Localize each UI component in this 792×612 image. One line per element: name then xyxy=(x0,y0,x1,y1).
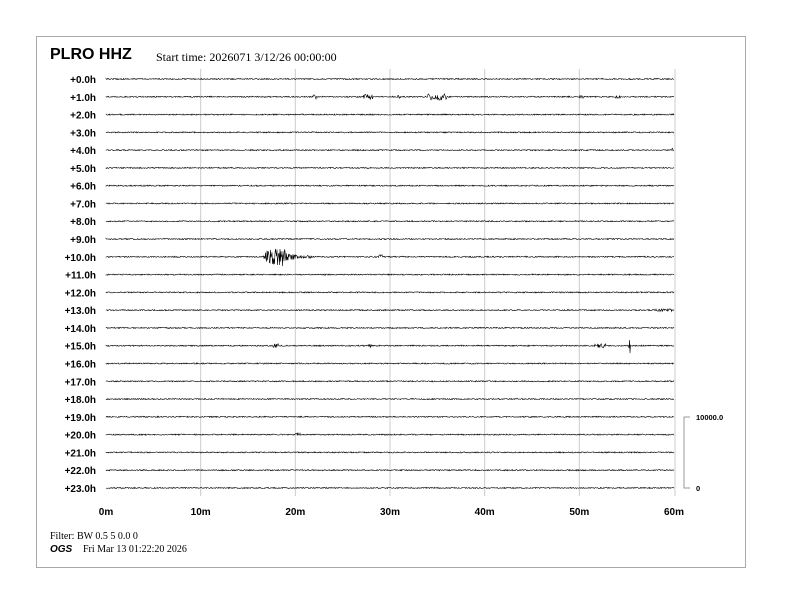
x-tick-label: 40m xyxy=(475,507,495,518)
row-label: +6.0h xyxy=(70,182,96,193)
row-label: +19.0h xyxy=(65,413,96,424)
row-label: +3.0h xyxy=(70,128,96,139)
seismic-trace xyxy=(105,451,675,454)
seismic-trace xyxy=(105,248,675,267)
seismic-trace xyxy=(105,308,675,313)
scale-bottom-label: 0 xyxy=(696,484,700,493)
row-label: +9.0h xyxy=(70,235,96,246)
row-label: +8.0h xyxy=(70,217,96,228)
row-label: +21.0h xyxy=(65,448,96,459)
row-label: +11.0h xyxy=(65,271,96,282)
seismic-trace xyxy=(105,202,675,205)
plot-frame xyxy=(36,36,746,568)
row-label: +0.0h xyxy=(70,75,96,86)
row-label: +14.0h xyxy=(65,324,96,335)
x-tick-label: 30m xyxy=(380,507,400,518)
row-label: +15.0h xyxy=(65,342,96,353)
row-label: +5.0h xyxy=(70,164,96,175)
row-label: +10.0h xyxy=(65,253,96,264)
seismic-trace xyxy=(105,291,675,294)
x-tick-label: 0m xyxy=(99,507,114,518)
row-label: +13.0h xyxy=(65,306,96,317)
start-time: Start time: 2026071 3/12/26 00:00:00 xyxy=(156,50,337,64)
row-label: +12.0h xyxy=(65,288,96,299)
seismic-trace xyxy=(105,113,675,116)
seismic-trace xyxy=(105,379,675,383)
scale-top-label: 10000.0 xyxy=(696,413,723,422)
seismic-trace xyxy=(105,219,675,223)
station-title: PLRO HHZ xyxy=(50,46,132,63)
seismic-trace xyxy=(105,397,675,401)
row-label: +7.0h xyxy=(70,199,96,210)
org-label: OGS xyxy=(50,544,73,555)
seismic-trace xyxy=(105,184,675,187)
row-label: +17.0h xyxy=(65,377,96,388)
x-tick-label: 10m xyxy=(191,507,211,518)
seismic-trace xyxy=(105,77,675,81)
seismic-trace xyxy=(105,362,675,365)
row-label: +16.0h xyxy=(65,359,96,370)
seismic-trace xyxy=(105,237,675,241)
x-tick-label: 20m xyxy=(285,507,305,518)
seismic-trace xyxy=(105,166,675,170)
seismic-trace xyxy=(105,432,675,436)
scale-bar xyxy=(683,416,690,489)
row-label: +18.0h xyxy=(65,395,96,406)
seismic-trace xyxy=(105,131,675,134)
seismic-trace xyxy=(105,486,675,490)
seismic-trace xyxy=(105,147,675,152)
seismic-trace xyxy=(105,326,675,330)
row-label: +1.0h xyxy=(70,93,96,104)
seismic-trace xyxy=(105,340,675,354)
seismic-trace xyxy=(105,468,675,472)
seismic-trace xyxy=(105,273,675,276)
seismic-trace xyxy=(105,93,675,101)
x-tick-label: 60m xyxy=(664,507,684,518)
row-label: +2.0h xyxy=(70,111,96,122)
seismic-trace xyxy=(105,415,675,419)
generated-timestamp: Fri Mar 13 01:22:20 2026 xyxy=(83,544,187,555)
x-tick-label: 50m xyxy=(569,507,589,518)
row-label: +22.0h xyxy=(65,466,96,477)
filter-info: Filter: BW 0.5 5 0.0 0 xyxy=(50,531,138,542)
row-label: +4.0h xyxy=(70,146,96,157)
row-label: +20.0h xyxy=(65,431,96,442)
row-label: +23.0h xyxy=(65,484,96,495)
